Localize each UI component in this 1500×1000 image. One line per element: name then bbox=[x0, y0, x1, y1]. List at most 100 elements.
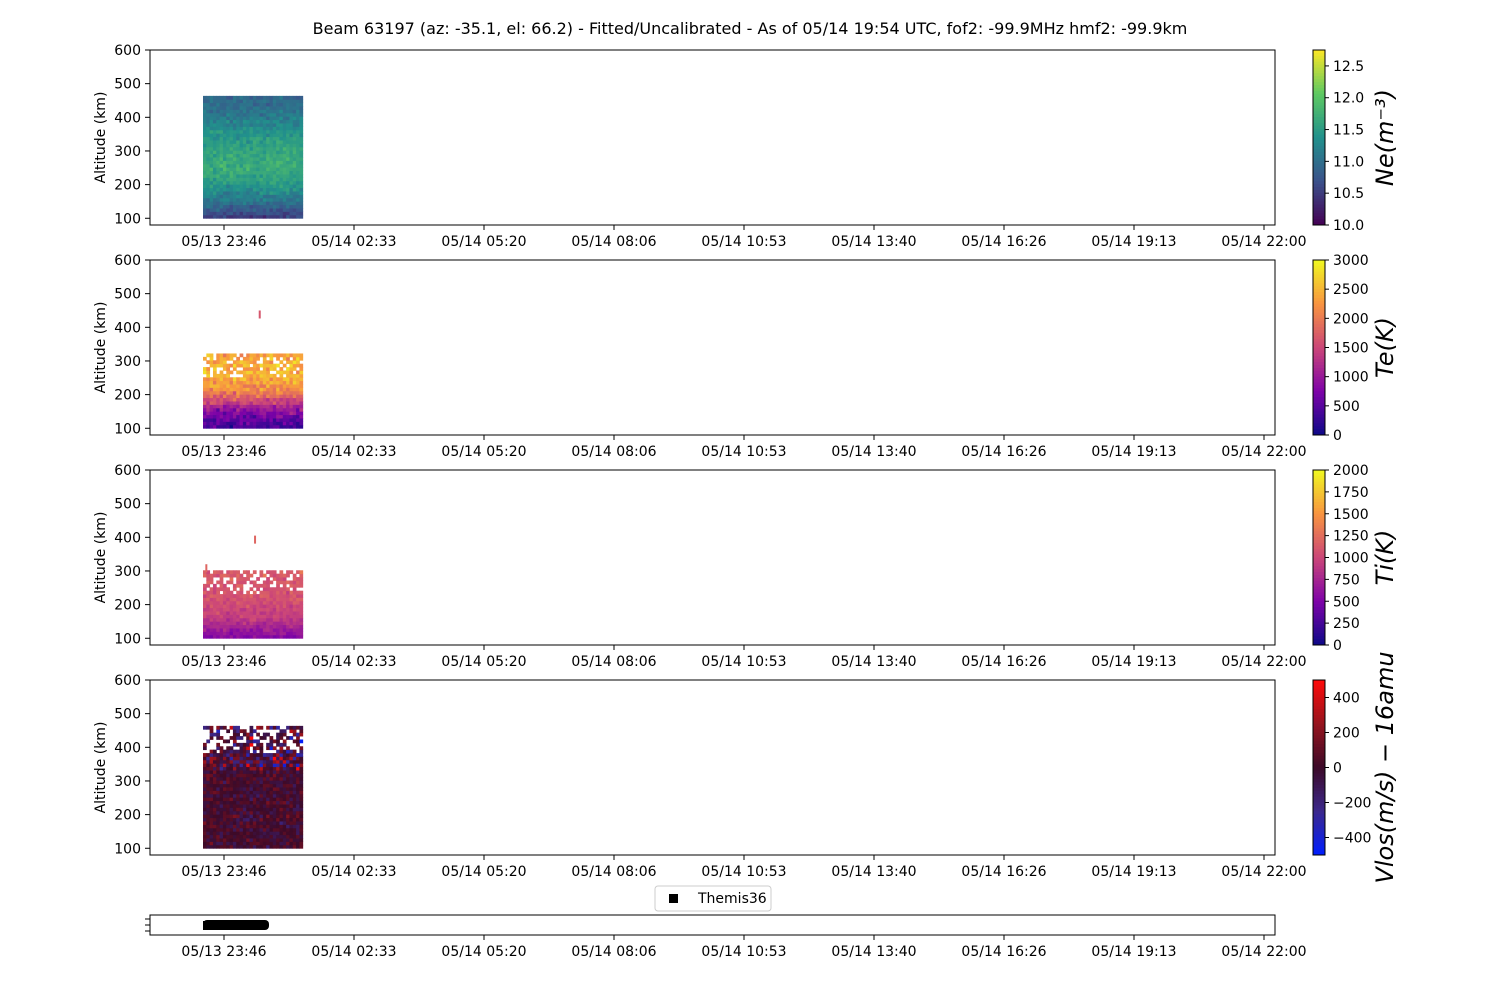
heatmap-cell bbox=[266, 177, 270, 182]
heatmap-cell bbox=[226, 753, 231, 757]
heatmap-cell bbox=[229, 102, 234, 107]
heatmap-cell bbox=[222, 614, 227, 619]
colorbar-segment bbox=[1313, 271, 1325, 276]
heatmap-cell bbox=[229, 129, 234, 134]
heatmap-cell bbox=[286, 397, 290, 402]
colorbar-segment bbox=[1313, 114, 1325, 118]
heatmap-cell bbox=[299, 631, 304, 636]
heatmap-cell bbox=[229, 797, 234, 802]
heatmap-cell bbox=[206, 614, 211, 619]
heatmap-cell bbox=[222, 770, 227, 774]
heatmap-cell bbox=[259, 838, 264, 842]
heatmap-cell bbox=[236, 810, 240, 815]
heatmap-cell bbox=[279, 160, 284, 165]
heatmap-cell bbox=[252, 373, 257, 378]
heatmap-cell bbox=[209, 187, 214, 192]
heatmap-cell bbox=[262, 126, 267, 131]
heatmap-cell bbox=[246, 414, 250, 419]
heatmap-cell bbox=[232, 106, 237, 110]
heatmap-cell bbox=[259, 787, 264, 791]
heatmap-cell bbox=[236, 749, 240, 754]
heatmap-cell bbox=[299, 776, 304, 781]
heatmap-cell bbox=[249, 136, 254, 141]
heatmap-cell bbox=[212, 749, 217, 754]
heatmap-cell bbox=[289, 95, 294, 100]
heatmap-cell bbox=[249, 133, 254, 138]
x-tick-label: 05/13 23:46 bbox=[181, 654, 266, 670]
heatmap-cell bbox=[266, 397, 270, 402]
heatmap-cell bbox=[242, 112, 247, 117]
heatmap-cell bbox=[272, 804, 277, 808]
heatmap-cell bbox=[216, 136, 221, 141]
heatmap-cell bbox=[216, 163, 221, 168]
heatmap-cell bbox=[239, 844, 244, 849]
heatmap-cell bbox=[216, 353, 221, 358]
heatmap-cell bbox=[229, 793, 234, 798]
heatmap-cell bbox=[229, 621, 234, 626]
heatmap-cell bbox=[296, 167, 300, 172]
heatmap-cell bbox=[292, 407, 297, 412]
heatmap-cell bbox=[239, 394, 244, 399]
heatmap-cell bbox=[279, 140, 284, 144]
heatmap-cell bbox=[299, 597, 304, 602]
heatmap-cell bbox=[282, 180, 287, 185]
heatmap-cell bbox=[226, 594, 231, 598]
heatmap-cell bbox=[256, 800, 260, 805]
heatmap-cell bbox=[282, 143, 287, 148]
heatmap-cell bbox=[262, 170, 267, 175]
heatmap-cell bbox=[262, 790, 267, 795]
heatmap-cell bbox=[216, 617, 221, 622]
heatmap-cell bbox=[282, 827, 287, 832]
heatmap-cell bbox=[252, 126, 257, 131]
heatmap-cell bbox=[252, 844, 257, 849]
heatmap-cell bbox=[282, 787, 287, 791]
heatmap-cell bbox=[212, 146, 217, 151]
x-tick-label: 05/14 02:33 bbox=[311, 654, 396, 670]
heatmap-cell bbox=[203, 573, 207, 578]
heatmap-cell bbox=[246, 766, 250, 771]
heatmap-cell bbox=[269, 106, 274, 110]
heatmap-cell bbox=[279, 827, 284, 832]
heatmap-cell bbox=[279, 157, 284, 161]
heatmap-cell bbox=[249, 780, 254, 785]
heatmap-cell bbox=[299, 214, 304, 219]
colorbar-tick-label: 1250 bbox=[1333, 529, 1369, 545]
heatmap-cell bbox=[266, 211, 270, 216]
heatmap-cell bbox=[299, 184, 304, 189]
heatmap-cell bbox=[272, 739, 277, 744]
y-tick-label: 200 bbox=[114, 598, 141, 614]
heatmap-cell bbox=[276, 404, 280, 409]
heatmap-cell bbox=[289, 204, 294, 209]
heatmap-cell bbox=[272, 634, 277, 639]
heatmap-cell bbox=[219, 418, 224, 422]
heatmap-cell bbox=[226, 401, 231, 405]
heatmap-cell bbox=[279, 414, 284, 419]
heatmap-cell bbox=[206, 790, 211, 795]
heatmap-cell bbox=[212, 590, 217, 595]
heatmap-cell bbox=[259, 170, 264, 175]
heatmap-cell bbox=[219, 800, 224, 805]
heatmap-cell bbox=[299, 150, 304, 155]
heatmap-cell bbox=[219, 106, 224, 110]
heatmap-cell bbox=[246, 617, 250, 622]
heatmap-cell bbox=[259, 109, 264, 114]
heatmap-cell bbox=[222, 208, 227, 212]
heatmap-cell bbox=[286, 384, 290, 388]
heatmap-cell bbox=[249, 163, 254, 168]
heatmap-cell bbox=[216, 621, 221, 626]
heatmap-cell bbox=[286, 174, 290, 178]
heatmap-cell bbox=[226, 590, 231, 595]
heatmap-cell bbox=[209, 123, 214, 127]
heatmap-cell bbox=[206, 821, 211, 825]
heatmap-cell bbox=[286, 150, 290, 155]
heatmap-cell bbox=[266, 191, 270, 195]
heatmap-cell bbox=[276, 834, 280, 839]
heatmap-cell bbox=[219, 370, 224, 375]
heatmap-cell bbox=[272, 109, 277, 114]
heatmap-cell bbox=[272, 418, 277, 422]
heatmap-cell bbox=[292, 377, 297, 382]
heatmap-cell bbox=[266, 384, 270, 388]
colorbar-segment bbox=[1313, 569, 1325, 573]
heatmap-cell bbox=[239, 590, 244, 595]
heatmap-cell bbox=[296, 634, 300, 639]
